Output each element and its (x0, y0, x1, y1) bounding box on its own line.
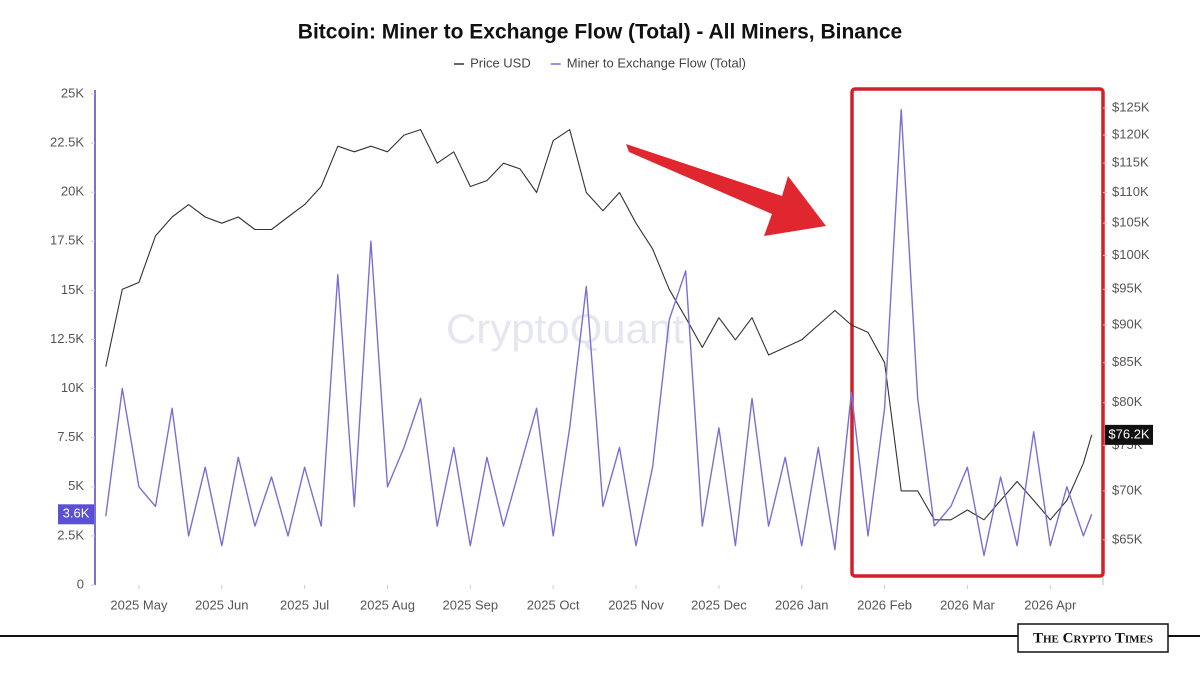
y-tick-label: 15K (61, 282, 84, 297)
logo-box (1017, 623, 1169, 653)
y2-tick-label: $105K (1112, 215, 1150, 230)
series-line (105, 129, 1093, 521)
y2-tick-label: $125K (1112, 100, 1150, 115)
arrow (626, 144, 826, 236)
legend: Price USD Miner to Exchange Flow (Total) (454, 55, 746, 70)
y2-tick-label: $90K (1112, 316, 1143, 331)
y-tick-label: 25K (61, 85, 84, 100)
y-tick-label: 17.5K (50, 233, 84, 248)
x-tick-label: 2026 Jan (775, 597, 829, 612)
y-tick-label: 12.5K (50, 331, 84, 346)
x-tick-label: 2025 Jul (280, 597, 329, 612)
y-tick-label: 5K (68, 478, 84, 493)
highlight-box (850, 87, 1105, 578)
y-tick-label: 7.5K (57, 429, 84, 444)
legend-label: Price USD (470, 55, 531, 70)
y-tick-label: 2.5K (57, 527, 84, 542)
x-tick-label: 2025 May (110, 597, 168, 612)
current-value-badge (58, 504, 94, 525)
x-tick-label: 2026 Mar (940, 597, 996, 612)
series-line (105, 109, 1093, 557)
y2-tick-label: $85K (1112, 354, 1143, 369)
y2-tick-label: $110K (1112, 184, 1149, 199)
x-tick-label: 2025 Oct (527, 597, 580, 612)
y2-tick-label: $65K (1112, 531, 1143, 546)
y-tick-label: 20K (61, 184, 84, 199)
x-tick-label: 2025 Sep (442, 597, 498, 612)
y-tick-label: 10K (61, 380, 84, 395)
y2-tick-label: $120K (1112, 126, 1150, 141)
y-tick-label: 0 (77, 576, 84, 591)
logo: The Crypto Times (1033, 630, 1153, 646)
y2-tick-label: $115K (1112, 155, 1149, 170)
y2-tick-label: $80K (1112, 394, 1143, 409)
watermark: CryptoQuant (446, 305, 684, 352)
current-value-badge (1105, 424, 1153, 445)
current-value-label: 3.6K (63, 506, 90, 521)
y-tick-label: 22.5K (50, 135, 84, 150)
x-tick-label: 2025 Nov (608, 597, 664, 612)
x-tick-label: 2025 Jun (195, 597, 249, 612)
y2-tick-label: $70K (1112, 482, 1143, 497)
current-value-label: $76.2K (1108, 426, 1150, 441)
legend-item: Miner to Exchange Flow (Total) (550, 55, 746, 70)
chart-title: Bitcoin: Miner to Exchange Flow (Total) … (298, 21, 902, 44)
x-tick-label: 2025 Aug (360, 597, 415, 612)
y2-tick-label: $95K (1112, 281, 1143, 296)
x-tick-label: 2026 Feb (857, 597, 912, 612)
legend-item: Price USD (454, 55, 531, 70)
x-tick-label: 2026 Apr (1024, 597, 1077, 612)
legend-label: Miner to Exchange Flow (Total) (567, 55, 746, 70)
y2-tick-label: $100K (1112, 247, 1150, 262)
x-tick-label: 2025 Dec (691, 597, 747, 612)
